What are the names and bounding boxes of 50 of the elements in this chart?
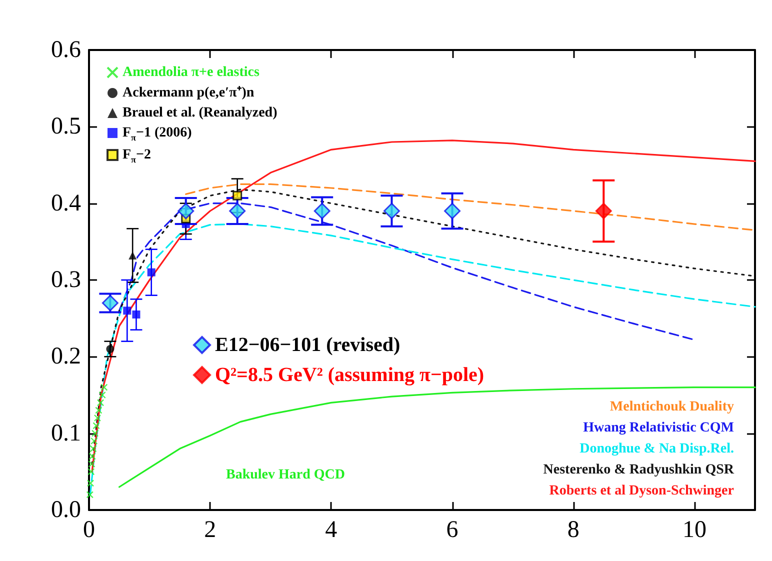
point — [96, 399, 104, 406]
text: Melntichouk Duality — [610, 400, 734, 414]
point — [90, 445, 97, 452]
point — [91, 430, 99, 437]
point — [232, 190, 242, 200]
text: Nesterenko & Radyushkin QSR — [543, 462, 735, 478]
point — [106, 345, 114, 353]
point — [229, 202, 246, 220]
y-tick-label: 0.3 — [51, 267, 81, 293]
text: Hwang Relativistic CQM — [583, 420, 734, 436]
y-tick-label: 0.2 — [51, 344, 81, 370]
point — [88, 468, 95, 476]
x-tick-label: 6 — [446, 517, 458, 543]
x-tick-label: 0 — [83, 517, 95, 543]
point — [98, 391, 106, 399]
x-tick-label: 2 — [204, 517, 216, 543]
point — [383, 202, 400, 220]
point — [595, 202, 612, 220]
x-tick-label: 4 — [325, 517, 338, 543]
y-tick-label: 0.4 — [51, 190, 81, 216]
point — [94, 414, 102, 422]
text: Roberts et al Dyson-Schwinger — [549, 484, 734, 498]
point — [100, 384, 108, 391]
point — [147, 268, 156, 276]
y-tick-label: 0.5 — [51, 114, 81, 140]
point — [102, 294, 118, 312]
point — [88, 452, 96, 460]
legend-label: E12−06−101 (revised) — [215, 334, 400, 356]
x-tick-label: 8 — [567, 517, 580, 543]
point — [132, 310, 140, 318]
point — [444, 202, 461, 220]
point — [178, 202, 194, 220]
point — [95, 406, 102, 414]
legend-label: Amendolia π+e elastics — [122, 65, 260, 80]
point — [314, 202, 330, 220]
y-tick-label: 0.0 — [51, 497, 81, 523]
point — [92, 422, 100, 430]
point — [88, 460, 96, 468]
point — [123, 306, 132, 315]
point — [90, 437, 98, 445]
y-tick-label: 0.6 — [51, 37, 81, 63]
y-tick-label: 0.1 — [51, 420, 81, 446]
legend-label: Ackermann p(e,e′π⁺)n — [122, 86, 254, 100]
point — [86, 491, 94, 498]
text: Bakulev Hard QCD — [226, 468, 346, 482]
point — [86, 480, 94, 487]
text: Donoghue & Na Disp.Rel. — [580, 442, 734, 456]
legend-label: Q²=8.5 GeV² (assuming π−pole) — [215, 364, 484, 386]
legend-label: Brauel et al. (Reanalyzed) — [122, 106, 278, 120]
x-tick-label: 10 — [682, 517, 706, 543]
